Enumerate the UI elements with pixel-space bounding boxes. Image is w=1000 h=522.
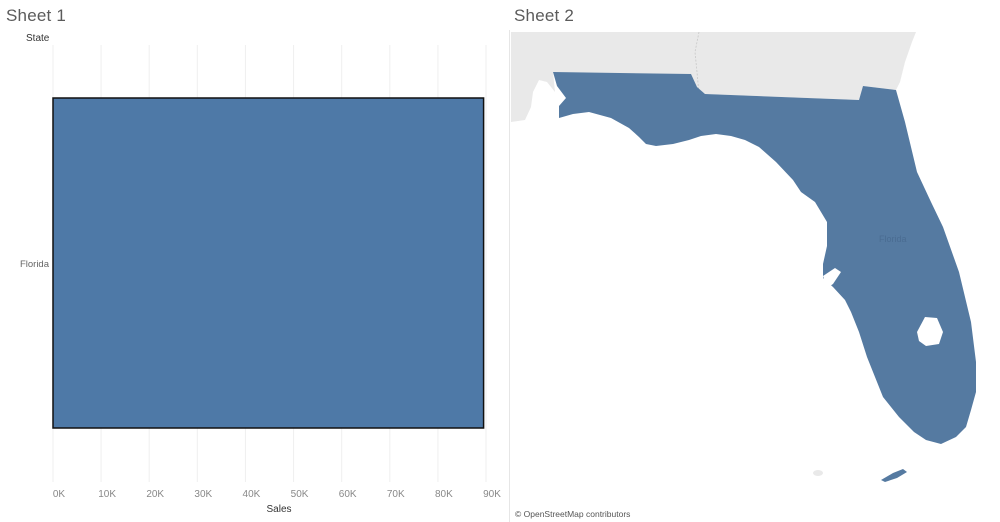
sheet2-title: Sheet 2 <box>514 6 575 25</box>
map-view[interactable]: Florida <box>511 32 1000 522</box>
x-tick-label: 10K <box>98 489 116 500</box>
keys-island <box>813 470 823 476</box>
bars <box>52 97 485 429</box>
x-tick-label: 60K <box>339 489 357 500</box>
florida-keys <box>881 469 907 482</box>
map-attribution[interactable]: © OpenStreetMap contributors <box>515 509 631 519</box>
tampa-bay <box>823 268 841 288</box>
bar-chart: 0K 10K 20K 30K 40K 50K 60K 70K 80K 90K <box>52 45 501 500</box>
x-tick-label: 0K <box>53 489 66 500</box>
x-axis-title[interactable]: Sales <box>266 504 292 515</box>
x-tick-label: 50K <box>291 489 309 500</box>
neighbor-land <box>511 32 916 122</box>
x-tick-label: 20K <box>146 489 164 500</box>
x-tick-label: 40K <box>243 489 261 500</box>
x-tick-label: 30K <box>194 489 212 500</box>
x-axis-ticks: 0K 10K 20K 30K 40K 50K 60K 70K 80K 90K <box>53 489 501 500</box>
row-header-state[interactable]: State <box>26 33 50 44</box>
lake-okeechobee <box>917 317 943 346</box>
x-tick-label: 90K <box>483 489 501 500</box>
sheet-divider <box>509 30 510 522</box>
map-label-florida: Florida <box>879 234 907 244</box>
bar-florida[interactable] <box>52 97 485 429</box>
x-tick-label: 80K <box>435 489 453 500</box>
x-tick-label: 70K <box>387 489 405 500</box>
row-label-florida[interactable]: Florida <box>19 259 49 270</box>
florida-shape <box>553 72 976 444</box>
sheet1-title: Sheet 1 <box>6 6 67 25</box>
